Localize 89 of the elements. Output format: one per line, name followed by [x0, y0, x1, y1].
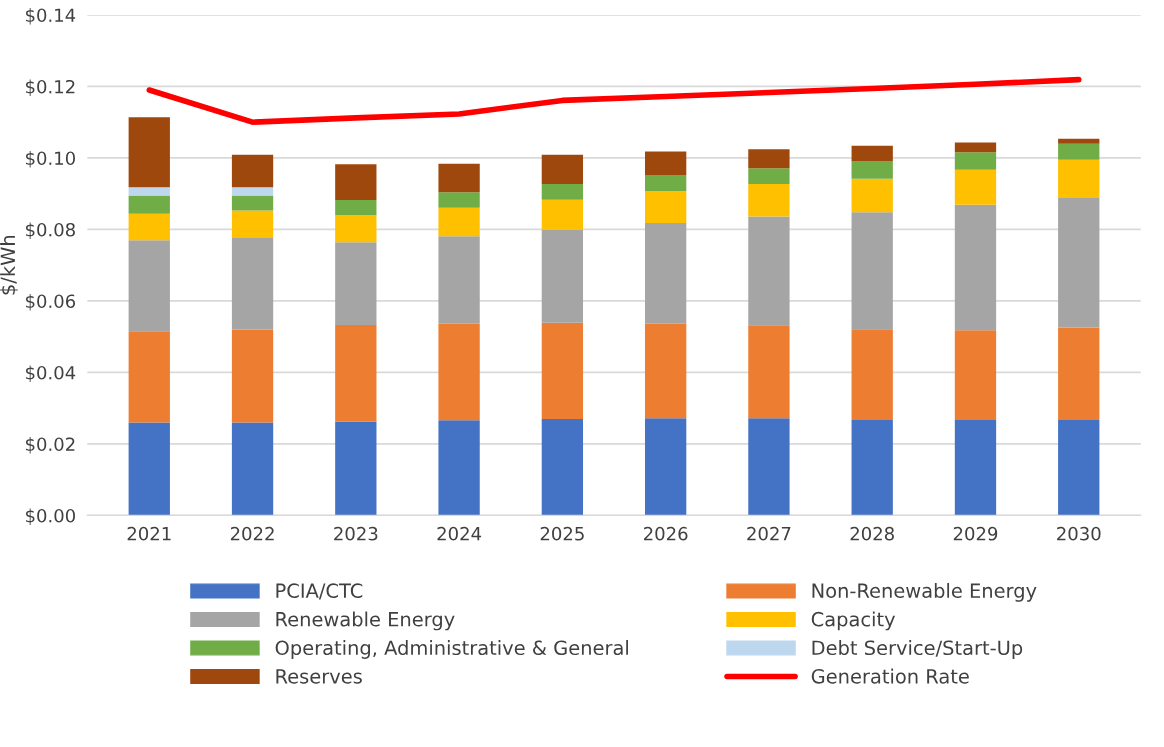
- bar: [335, 242, 377, 325]
- bar: [128, 213, 170, 241]
- y-tick-label: $0.02: [26, 437, 75, 454]
- bar: [231, 210, 274, 238]
- y-axis-title: $/kWh: [0, 235, 18, 295]
- legend-label: Non-Renewable Energy: [812, 582, 1037, 602]
- bar: [644, 175, 687, 192]
- legend-label: PCIA/CTC: [276, 583, 363, 600]
- y-tick-label: $0.00: [26, 508, 75, 525]
- legend-label: Capacity: [811, 611, 896, 631]
- x-tick-label: 2022: [230, 526, 274, 541]
- bar: [954, 419, 997, 516]
- legend-label: Debt Service/Start-Up: [812, 640, 1023, 659]
- bar: [851, 145, 893, 162]
- x-tick-label: 2029: [953, 526, 998, 541]
- bar: [1058, 327, 1100, 420]
- bar: [851, 161, 893, 179]
- bar: [644, 223, 687, 324]
- bar: [1058, 197, 1100, 328]
- bar: [128, 117, 170, 188]
- y-tick-label: $0.08: [26, 222, 75, 239]
- bar: [335, 164, 377, 201]
- bar: [1058, 159, 1100, 198]
- bar: [128, 240, 170, 332]
- x-tick-label: 2028: [850, 526, 894, 541]
- bar: [954, 330, 997, 420]
- bar: [438, 323, 480, 421]
- legend-label: Reserves: [276, 669, 362, 684]
- bar: [231, 422, 274, 516]
- x-tick-label: 2024: [437, 526, 482, 541]
- bar: [438, 192, 480, 208]
- bar: [644, 191, 687, 223]
- bar: [748, 184, 790, 217]
- bar: [748, 168, 790, 185]
- bar: [335, 215, 377, 243]
- bar: [954, 142, 997, 153]
- bar: [541, 154, 584, 185]
- bar: [541, 418, 584, 516]
- y-tick-label: $0.14: [26, 8, 76, 25]
- bar: [231, 154, 274, 188]
- bar: [644, 151, 687, 176]
- bar: [231, 187, 274, 196]
- legend-label: Generation Rate: [811, 668, 969, 684]
- bar: [335, 324, 377, 422]
- legend-label: Operating, Administrative & General: [275, 640, 628, 659]
- bar: [438, 207, 480, 237]
- bar: [128, 195, 170, 214]
- y-tick-label: $0.10: [26, 151, 75, 168]
- bar: [541, 322, 584, 419]
- bar: [644, 323, 687, 419]
- bar: [541, 184, 584, 200]
- bar: [128, 331, 170, 423]
- y-tick-label: $0.04: [26, 365, 76, 382]
- bar: [851, 212, 893, 330]
- bar: [954, 152, 997, 170]
- bar: [644, 418, 687, 516]
- bar: [748, 325, 790, 419]
- x-tick-label: 2023: [334, 526, 378, 541]
- bar: [438, 163, 480, 193]
- bar: [231, 195, 274, 211]
- bar: [128, 422, 170, 516]
- bar: [541, 199, 584, 230]
- bar: [851, 419, 893, 516]
- legend-label: Renewable Energy: [276, 611, 455, 631]
- x-tick-label: 2021: [127, 526, 171, 541]
- bar: [1058, 138, 1100, 144]
- bar: [748, 216, 790, 326]
- x-tick-label: 2030: [1057, 526, 1101, 541]
- bar: [1058, 143, 1100, 160]
- bar: [851, 178, 893, 213]
- bar: [231, 237, 274, 330]
- bar: [748, 418, 790, 516]
- bar: [335, 200, 377, 216]
- bar: [438, 236, 480, 324]
- y-tick-label: $0.06: [26, 294, 76, 311]
- bar: [1058, 419, 1100, 516]
- bar: [954, 169, 997, 205]
- bar: [748, 149, 790, 169]
- bar: [128, 187, 170, 196]
- x-tick-label: 2026: [644, 526, 688, 541]
- y-tick-label: $0.12: [26, 79, 75, 96]
- bar: [541, 229, 584, 323]
- bar: [335, 421, 377, 516]
- x-tick-label: 2027: [747, 526, 791, 541]
- bar: [231, 329, 274, 423]
- bar: [851, 329, 893, 420]
- x-tick-label: 2025: [540, 526, 584, 541]
- bar: [438, 420, 480, 516]
- bar: [954, 204, 997, 331]
